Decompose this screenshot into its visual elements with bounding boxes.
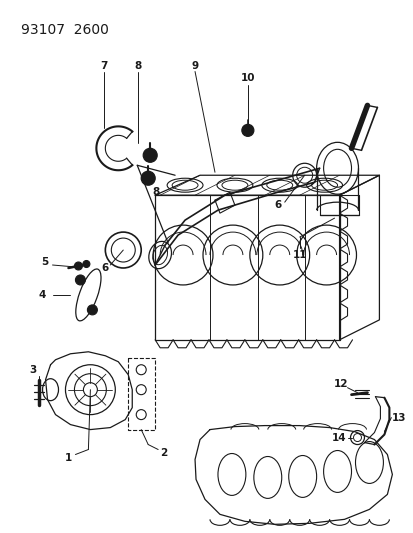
Text: 8: 8: [134, 61, 142, 70]
Text: 12: 12: [333, 378, 348, 389]
Text: 9: 9: [191, 61, 198, 70]
Circle shape: [74, 262, 82, 270]
Text: 6: 6: [273, 200, 281, 210]
Text: 10: 10: [240, 74, 254, 84]
Text: 13: 13: [391, 413, 406, 423]
Text: 93107  2600: 93107 2600: [21, 22, 108, 37]
Text: 6: 6: [102, 263, 109, 273]
Text: 3: 3: [29, 365, 36, 375]
Circle shape: [83, 261, 90, 268]
Circle shape: [75, 275, 85, 285]
Text: 5: 5: [41, 257, 48, 267]
Circle shape: [87, 305, 97, 315]
Text: 1: 1: [65, 453, 72, 463]
Text: 4: 4: [39, 290, 46, 300]
Text: 8: 8: [152, 187, 159, 197]
Circle shape: [143, 148, 157, 162]
Circle shape: [241, 124, 253, 136]
Text: 14: 14: [332, 433, 346, 442]
Text: 11: 11: [292, 250, 306, 260]
Text: 2: 2: [160, 448, 167, 457]
Text: 7: 7: [100, 61, 108, 70]
Circle shape: [141, 171, 155, 185]
